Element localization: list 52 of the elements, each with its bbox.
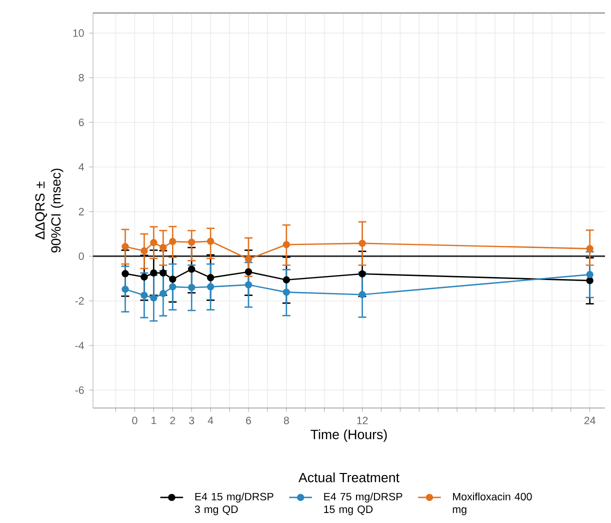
point [122,270,129,278]
point [358,291,366,298]
y-tick-label: 2 [78,208,84,216]
point [188,266,196,273]
point [150,239,158,246]
y-axis-title: ΔΔQRS ± 90%CI (msec) [35,168,64,252]
point [206,283,214,290]
x-tick-label: 4 [208,416,214,424]
x-tick-label: 12 [357,416,368,424]
y-tick-label: 10 [73,29,84,37]
legend-label: E4 15 mg/DRSP 3 mg QD [194,492,274,516]
point [282,288,290,296]
point [169,238,176,246]
point [122,243,129,250]
point [244,256,252,263]
x-tick-label: 8 [284,416,289,424]
point [282,276,290,284]
y-tick-label: -6 [75,386,84,394]
y-tick-label: 0 [78,252,84,260]
y-tick-label: 8 [78,74,84,82]
x-tick-label: 24 [584,416,596,424]
point [586,270,594,278]
point [586,245,594,252]
x-tick-label: 2 [170,416,176,424]
x-tick-label: 6 [246,416,251,424]
legend-label: Moxifloxacin 400 mg [452,492,532,516]
legend-title: Actual Treatment [298,472,400,482]
x-axis-title: Time (Hours) [310,429,387,442]
x-tick-label: 3 [189,416,194,424]
point [358,240,366,247]
point [188,284,196,292]
point [358,270,366,278]
point [206,274,214,282]
y-tick-label: 6 [78,118,84,126]
y-tick-label: 4 [78,163,84,171]
y-tick-label: -4 [75,342,84,350]
point [140,247,148,254]
point [169,276,176,283]
y-tick-label: -2 [75,297,84,305]
point [206,238,214,245]
x-tick-label: 0 [132,416,138,424]
point [160,269,167,277]
point [122,286,129,293]
point [140,292,148,299]
point [586,276,594,284]
point [244,268,252,276]
point [169,283,176,290]
legend-label: E4 75 mg/DRSP 15 mg QD [324,492,402,516]
x-tick-label: 1 [152,416,156,424]
point [244,281,252,288]
point [282,241,290,248]
point [188,238,196,246]
